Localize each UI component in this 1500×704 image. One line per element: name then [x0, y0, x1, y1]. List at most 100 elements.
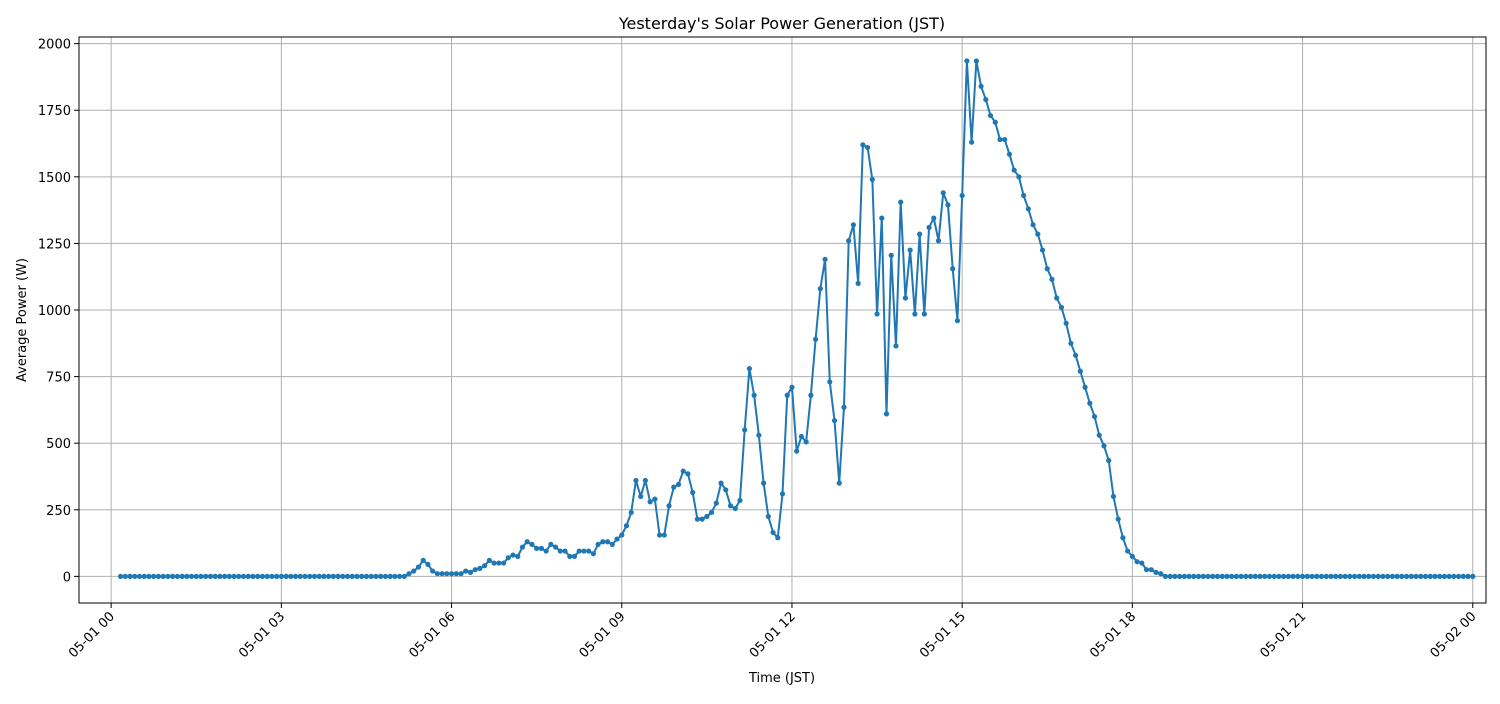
data-point — [1011, 167, 1017, 173]
y-tick-label: 2000 — [38, 38, 71, 53]
data-point — [373, 573, 379, 579]
data-point — [274, 573, 280, 579]
data-point — [472, 567, 478, 573]
data-point — [302, 573, 308, 579]
data-point — [1148, 567, 1154, 573]
data-point — [387, 573, 393, 579]
axes: 05-01 00 05-01 03 05-01 06 05-01 09 05-01 12… — [38, 36, 1487, 661]
data-point — [1418, 573, 1424, 579]
data-point — [1181, 573, 1187, 579]
data-point — [1115, 516, 1121, 522]
data-point — [1314, 573, 1320, 579]
data-point — [1342, 573, 1348, 579]
x-tick-label: 05-02 00 — [1428, 609, 1480, 661]
data-point — [515, 553, 521, 559]
data-point — [1446, 573, 1452, 579]
data-point — [534, 545, 540, 552]
chart-title: Yesterday's Solar Power Generation (JST) — [618, 14, 945, 33]
data-point — [1224, 573, 1230, 579]
data-point — [912, 311, 918, 317]
data-point — [1413, 573, 1419, 579]
data-point — [420, 557, 426, 563]
data-point — [1058, 304, 1065, 310]
data-point — [746, 366, 753, 372]
data-point — [378, 573, 384, 579]
data-point — [661, 532, 667, 538]
data-point — [1106, 457, 1112, 464]
data-point — [1309, 573, 1315, 579]
data-point — [614, 536, 620, 542]
data-point — [307, 573, 313, 579]
data-point — [118, 573, 124, 579]
data-point — [865, 144, 871, 151]
y-tick-label: 0 — [63, 570, 71, 585]
data-point — [1191, 573, 1197, 579]
data-point — [680, 468, 686, 474]
data-point — [1229, 573, 1235, 579]
data-point — [595, 541, 601, 548]
data-point — [529, 541, 535, 548]
data-point — [141, 573, 147, 579]
data-point — [448, 571, 455, 577]
data-point — [879, 215, 885, 221]
data-point — [1257, 573, 1263, 579]
data-point — [1125, 548, 1131, 554]
data-point — [1219, 573, 1225, 579]
data-point — [765, 513, 771, 520]
data-point — [434, 571, 440, 577]
x-tick-label: 05-01 12 — [747, 609, 799, 661]
x-tick-label: 05-01 03 — [236, 609, 288, 661]
x-tick-label: 05-01 15 — [917, 609, 969, 661]
data-point — [926, 224, 932, 231]
data-point — [1366, 573, 1372, 579]
data-point — [604, 539, 611, 545]
data-point — [623, 523, 630, 529]
data-point — [1030, 222, 1036, 228]
y-tick-label: 750 — [46, 371, 71, 386]
data-point — [1039, 247, 1046, 253]
data-point — [359, 573, 365, 579]
data-point — [850, 222, 857, 228]
plot-frame — [78, 36, 1487, 604]
data-point — [193, 573, 199, 579]
x-axis-label: Time (JST) — [748, 671, 815, 686]
data-point — [893, 343, 899, 349]
data-point — [458, 571, 464, 577]
data-point — [255, 573, 261, 579]
data-point — [756, 432, 762, 438]
data-point — [694, 516, 701, 522]
data-point — [633, 477, 639, 484]
data-point — [240, 573, 247, 579]
data-point — [444, 571, 450, 577]
data-point — [1077, 368, 1083, 374]
data-point — [264, 573, 270, 579]
data-point — [987, 112, 994, 119]
data-point — [349, 573, 355, 579]
data-point — [675, 481, 682, 488]
data-point — [600, 539, 606, 545]
data-point — [803, 439, 809, 445]
data-point — [1455, 573, 1462, 579]
data-point — [340, 573, 346, 579]
data-point — [1002, 136, 1008, 143]
data-point — [642, 477, 648, 484]
data-point — [1427, 573, 1433, 579]
data-point — [1082, 384, 1088, 390]
data-point — [127, 573, 133, 579]
data-point — [146, 573, 152, 579]
data-point — [562, 548, 568, 554]
data-point — [1276, 573, 1282, 579]
data-point — [1295, 573, 1301, 579]
data-point — [770, 529, 776, 536]
data-point — [978, 83, 984, 89]
series-layer — [118, 58, 1476, 579]
data-point — [1385, 573, 1391, 579]
data-point — [784, 392, 790, 398]
data-point — [836, 480, 842, 486]
data-point — [737, 497, 743, 504]
data-point — [666, 503, 672, 509]
data-point — [160, 573, 166, 579]
data-point — [335, 573, 341, 579]
data-point — [973, 58, 979, 64]
